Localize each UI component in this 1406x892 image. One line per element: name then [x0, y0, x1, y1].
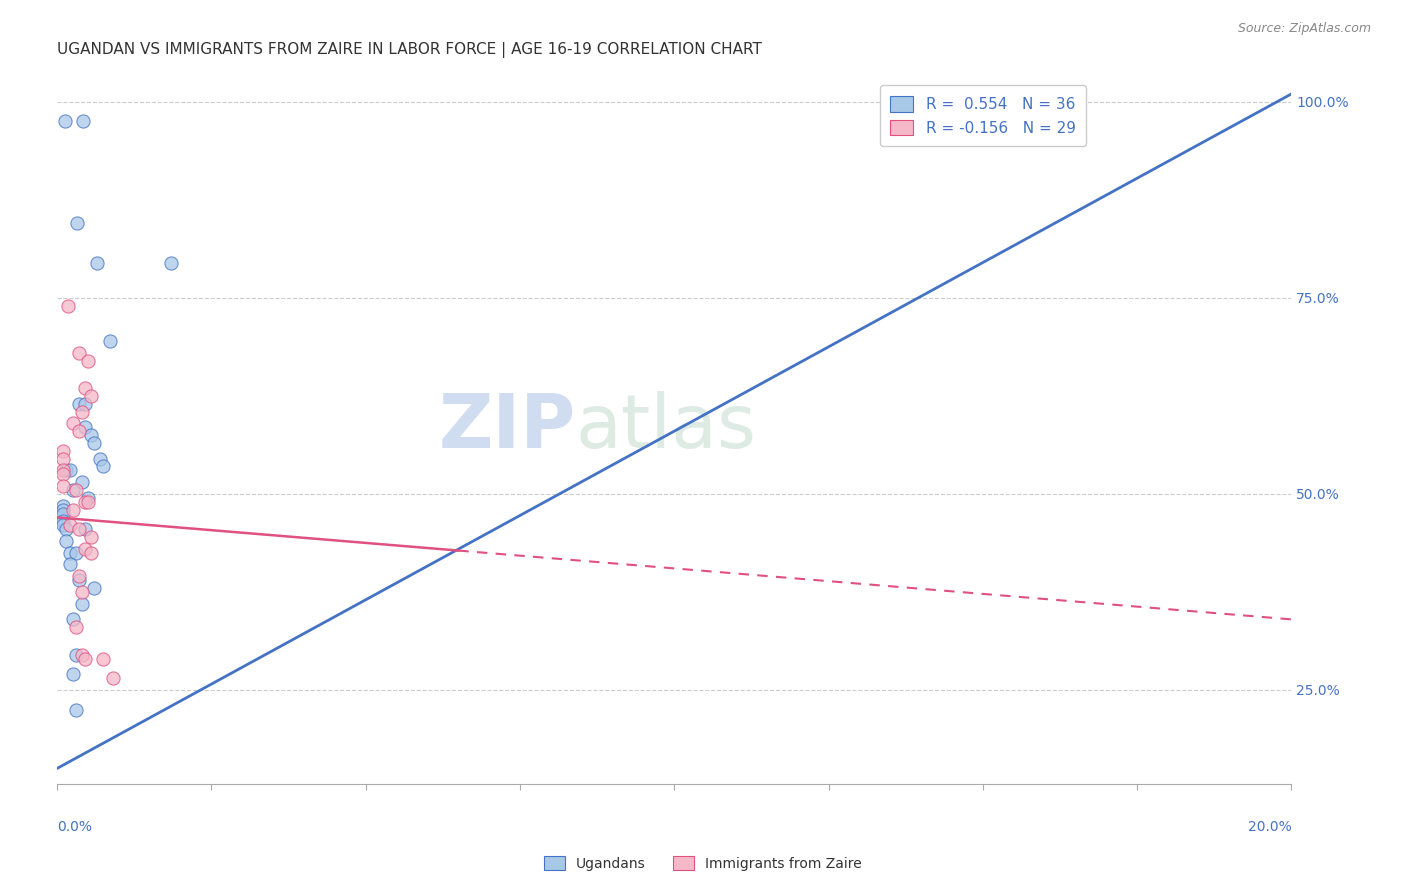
Text: UGANDAN VS IMMIGRANTS FROM ZAIRE IN LABOR FORCE | AGE 16-19 CORRELATION CHART: UGANDAN VS IMMIGRANTS FROM ZAIRE IN LABO… — [58, 42, 762, 58]
Point — [58, 558, 80, 572]
Point — [77, 491, 100, 505]
Point — [73, 541, 96, 556]
Point — [62, 502, 84, 516]
Point — [52, 479, 75, 493]
Point — [73, 381, 96, 395]
Point — [58, 463, 80, 477]
Point — [70, 585, 93, 599]
Text: 0.0%: 0.0% — [58, 820, 93, 834]
Point — [86, 255, 108, 269]
Point — [67, 573, 90, 587]
Point — [93, 651, 115, 665]
Point — [70, 404, 93, 418]
Point — [53, 114, 76, 128]
Point — [67, 397, 90, 411]
Point — [73, 420, 96, 434]
Point — [83, 581, 105, 595]
Point — [70, 597, 93, 611]
Point — [58, 546, 80, 560]
Point — [160, 255, 183, 269]
Point — [67, 424, 90, 438]
Point — [58, 299, 80, 313]
Point — [66, 216, 89, 230]
Point — [83, 436, 105, 450]
Text: Source: ZipAtlas.com: Source: ZipAtlas.com — [1237, 22, 1371, 36]
Point — [58, 518, 80, 533]
Point — [67, 345, 90, 359]
Text: atlas: atlas — [575, 391, 756, 464]
Point — [67, 522, 90, 536]
Point — [55, 522, 77, 536]
Point — [65, 702, 87, 716]
Point — [77, 353, 100, 368]
Point — [52, 514, 75, 528]
Point — [62, 417, 84, 431]
Point — [80, 530, 103, 544]
Point — [72, 114, 94, 128]
Point — [65, 546, 87, 560]
Point — [93, 459, 115, 474]
Point — [55, 463, 77, 477]
Legend: R =  0.554   N = 36, R = -0.156   N = 29: R = 0.554 N = 36, R = -0.156 N = 29 — [880, 86, 1087, 146]
Point — [80, 546, 103, 560]
Point — [52, 518, 75, 533]
Point — [73, 651, 96, 665]
Point — [65, 648, 87, 662]
Legend: Ugandans, Immigrants from Zaire: Ugandans, Immigrants from Zaire — [538, 850, 868, 876]
Point — [73, 397, 96, 411]
Point — [65, 483, 87, 497]
Point — [52, 463, 75, 477]
Point — [80, 389, 103, 403]
Point — [89, 451, 111, 466]
Point — [70, 648, 93, 662]
Text: ZIP: ZIP — [439, 391, 575, 464]
Text: 20.0%: 20.0% — [1247, 820, 1291, 834]
Point — [98, 334, 121, 348]
Point — [70, 475, 93, 490]
Point — [62, 667, 84, 681]
Point — [77, 494, 100, 508]
Point — [52, 499, 75, 513]
Point — [65, 620, 87, 634]
Point — [62, 612, 84, 626]
Point — [52, 451, 75, 466]
Point — [55, 533, 77, 548]
Point — [67, 569, 90, 583]
Point — [101, 671, 124, 685]
Point — [80, 428, 103, 442]
Point — [52, 443, 75, 458]
Point — [73, 522, 96, 536]
Point — [52, 467, 75, 482]
Point — [62, 483, 84, 497]
Point — [73, 494, 96, 508]
Point — [52, 507, 75, 521]
Point — [52, 502, 75, 516]
